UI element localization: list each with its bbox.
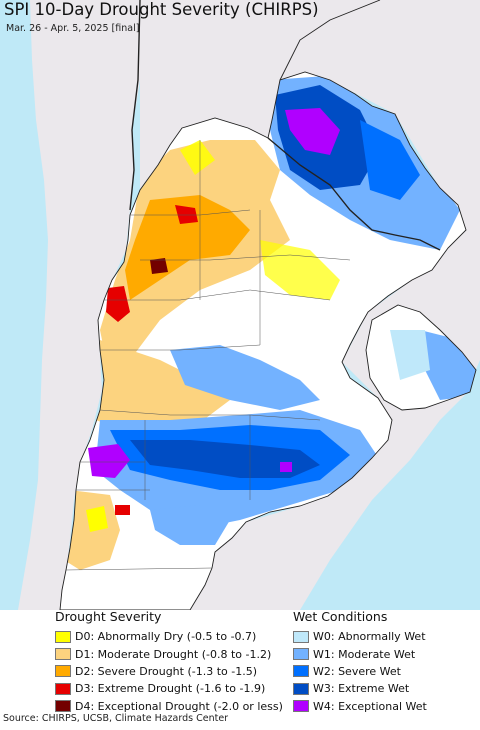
legend-label-w3: W3: Extreme Wet: [313, 682, 410, 696]
legend-item-w1: W1: Moderate Wet: [293, 645, 427, 662]
legend-item-w3: W3: Extreme Wet: [293, 680, 427, 697]
chile-coast: [0, 0, 48, 610]
province-lines: [65, 140, 351, 571]
legend-item-w4: W4: Exceptional Wet: [293, 698, 427, 715]
paraguay-border: [267, 137, 441, 251]
legend-swatch-w4: [293, 700, 309, 713]
legend-swatch-w0: [293, 630, 309, 643]
w4-exceptional-wet-neuquen: [88, 444, 130, 478]
source-credit: Source: CHIRPS, UCSB, Climate Hazards Ce…: [3, 713, 229, 724]
d0-abnormally-dry-east: [260, 240, 340, 300]
w1-moderate-wet-centre: [170, 345, 320, 410]
legend-item-d1: D1: Moderate Drought (-0.8 to -1.2): [55, 645, 283, 662]
legend-label-d0: D0: Abnormally Dry (-0.5 to -0.7): [75, 630, 257, 644]
page-title: SPI 10-Day Drought Severity (CHIRPS): [4, 0, 319, 19]
borders: [59, 0, 477, 610]
chile-border: [129, 0, 141, 211]
drought-legend-title: Drought Severity: [55, 609, 162, 624]
legend-label-d1: D1: Moderate Drought (-0.8 to -1.2): [75, 647, 272, 661]
drought-map: [0, 0, 480, 610]
legend-item-d3: D3: Extreme Drought (-1.6 to -1.9): [55, 680, 283, 697]
legend-swatch-d2: [55, 665, 71, 678]
w0-abnormally-wet-uruguay: [390, 330, 430, 380]
d1-moderate-drought-cuyo: [96, 340, 230, 430]
d3-extreme-drought-2: [175, 205, 198, 224]
legend-item-w2: W2: Severe Wet: [293, 663, 427, 680]
wet-legend-title: Wet Conditions: [293, 609, 388, 624]
legend-label-d3: D3: Extreme Drought (-1.6 to -1.9): [75, 682, 266, 696]
legend-item-d2: D2: Severe Drought (-1.3 to -1.5): [55, 663, 283, 680]
legend-swatch-w3: [293, 682, 309, 695]
d0-abnormally-dry-north: [180, 140, 215, 175]
drought-severity-legend: Drought Severity D0: Abnormally Dry (-0.…: [55, 609, 283, 715]
legend-swatch-d3: [55, 682, 71, 695]
legend-label-w4: W4: Exceptional Wet: [313, 699, 427, 713]
legend-label-w2: W2: Severe Wet: [313, 664, 401, 678]
w1-moderate-wet-south: [150, 505, 230, 545]
uruguay-outline: [365, 304, 477, 411]
legend-label-w0: W0: Abnormally Wet: [313, 630, 426, 644]
w2-severe-wet-paraguay: [360, 120, 420, 200]
legend-item-d4: D4: Exceptional Drought (-2.0 or less): [55, 698, 283, 715]
wet-conditions-legend: Wet Conditions W0: Abnormally Wet W1: Mo…: [293, 609, 427, 715]
legend-swatch-d1: [55, 648, 71, 661]
d3-extreme-drought-south: [115, 505, 130, 515]
d3-extreme-drought: [106, 286, 130, 322]
date-range: Mar. 26 - Apr. 5, 2025 [final]: [6, 23, 140, 34]
legend-item-w0: W0: Abnormally Wet: [293, 628, 427, 645]
legend-swatch-w1: [293, 648, 309, 661]
brazil-coast-ocean: [300, 360, 480, 610]
d0-abnormally-dry-south: [86, 506, 108, 532]
w3-extreme-wet-pampas: [130, 440, 320, 478]
bolivia-brazil-land: [140, 0, 480, 610]
legend-item-d0: D0: Abnormally Dry (-0.5 to -0.7): [55, 628, 283, 645]
w4-exceptional-wet-pampas: [280, 462, 292, 472]
legend-label-w1: W1: Moderate Wet: [313, 647, 416, 661]
w4-exceptional-wet-chaco: [285, 108, 340, 155]
legend-swatch-w2: [293, 665, 309, 678]
legend-swatch-d4: [55, 700, 71, 713]
d4-exceptional-drought: [150, 258, 168, 274]
legend-label-d4: D4: Exceptional Drought (-2.0 or less): [75, 699, 283, 713]
brazil-border: [279, 0, 381, 81]
d2-severe-drought: [125, 195, 250, 300]
legend-swatch-d0: [55, 630, 71, 643]
legend-label-d2: D2: Severe Drought (-1.3 to -1.5): [75, 664, 258, 678]
land-outline: [59, 71, 467, 610]
